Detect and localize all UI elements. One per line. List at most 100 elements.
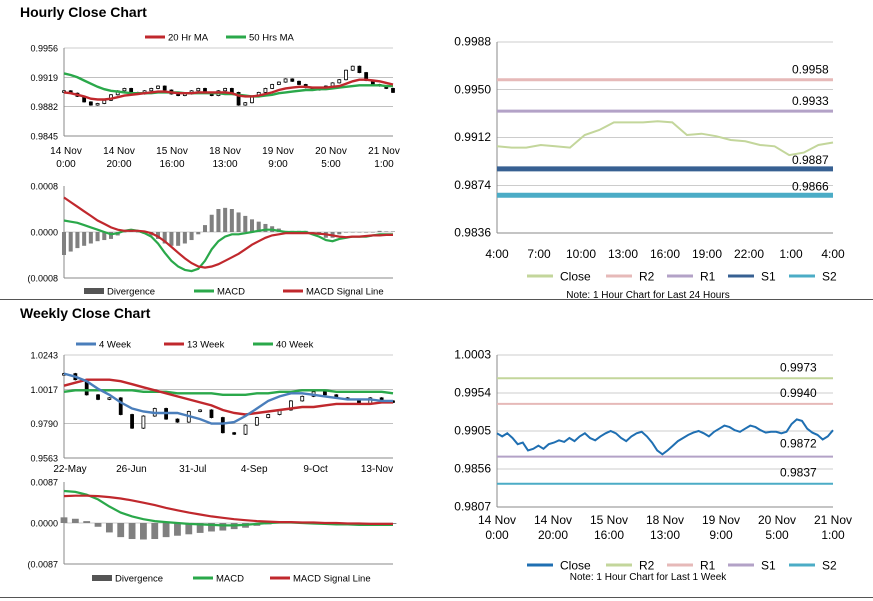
weekly-macd-divergence-bar (196, 523, 204, 533)
weekly-price-candle-body (288, 400, 293, 411)
hourly-price-candle-body (263, 88, 268, 93)
weekly-levels-legend-label: S2 (822, 559, 837, 573)
hourly-macd-divergence-bar (202, 225, 208, 232)
weekly-macd-y-tick-label: 0.0087 (30, 478, 58, 488)
hourly-macd-divergence-bar (377, 230, 382, 232)
hourly-levels-y-tick-label: 0.9874 (454, 178, 491, 192)
weekly-macd-signal-line (63, 494, 393, 526)
weekly-40wk-legend-label: 40 Week (276, 340, 314, 351)
hourly-20hr-ma-line (63, 78, 394, 101)
hourly-macd-divergence-bar (364, 232, 369, 233)
weekly-macd-divergence-bar (151, 523, 159, 540)
hourly-levels-r2-level-label: 0.9958 (792, 63, 829, 77)
hourly-levels-x-tick-label: 10:00 (566, 247, 596, 261)
hourly-macd-divergence-bar (370, 232, 375, 233)
hourly-macd-divergence-bar (68, 232, 73, 252)
hourly-macd-divergence-bar (263, 223, 268, 232)
weekly-levels-x-tick-label: 1:00 (821, 528, 845, 542)
hourly-price-candle-body (283, 78, 288, 83)
hourly-price-x-tick-label: 20 Nov (315, 146, 347, 157)
weekly-macd-line (63, 489, 393, 527)
hourly-price-candle-body (236, 91, 241, 106)
hourly-macd-divergence-bar (390, 231, 396, 232)
weekly-levels-x-tick-label: 21 Nov (814, 513, 852, 527)
weekly-levels-x-tick-label: 19 Nov (702, 513, 740, 527)
hourly-macd-divergence-bar (337, 232, 342, 235)
hourly-macd-divergence-bar (343, 232, 349, 233)
hourly-macd-divergence-bar (236, 212, 241, 232)
weekly-levels-y-tick-label: 0.9807 (454, 500, 491, 514)
weekly-levels-legend-label: R2 (639, 559, 655, 573)
weekly-price-candle-body (118, 397, 123, 415)
hourly-price-candle-body (270, 84, 275, 89)
hourly-macd-divergence-bar (88, 232, 93, 244)
hourly-macd-divergence-bar (122, 232, 127, 233)
hourly-levels-legend-label: Close (560, 270, 591, 284)
weekly-levels-x-tick-label: 20 Nov (758, 513, 796, 527)
weekly-levels-x-tick-label: 16:00 (594, 528, 624, 542)
weekly-macd-divergence-bar (185, 523, 193, 535)
weekly-price-x-tick-label: 4-Sep (241, 464, 268, 475)
hourly-levels-x-tick-label: 22:00 (734, 247, 764, 261)
weekly-divergence-legend-label: Divergence (115, 574, 163, 585)
weekly-levels-r2-level-label: 0.9973 (780, 360, 817, 374)
weekly-price-candle-body (198, 409, 203, 412)
hourly-levels-close-line (496, 120, 834, 157)
weekly-13wk-legend-label: 13 Week (187, 340, 225, 351)
hourly-price-candle-body (149, 88, 154, 92)
hourly-levels-r1-level-label: 0.9933 (792, 94, 829, 108)
weekly-macd-divergence-bar (83, 521, 91, 523)
weekly-macd-divergence-bar (208, 523, 215, 532)
hourly-price-y-tick-label: 0.9845 (30, 132, 58, 142)
hourly-price-y-tick-label: 0.9919 (30, 73, 58, 83)
weekly-price-candle-body (323, 391, 327, 396)
hourly-macd-line (63, 219, 393, 273)
weekly-levels-s2-level-label: 0.9837 (780, 466, 817, 480)
hourly-levels-s2-level-label: 0.9866 (792, 179, 829, 193)
weekly-price-candle-body (232, 432, 237, 435)
hourly-price-candle-body (344, 69, 348, 81)
hourly-macd-y-tick-label: (0.0008 (27, 274, 58, 284)
hourly-macd-divergence-bar (384, 231, 389, 232)
weekly-macd-divergence-bar (60, 517, 68, 523)
weekly-levels-legend-label: R1 (700, 559, 716, 573)
weekly-levels-x-tick-label: 14 Nov (534, 513, 572, 527)
hourly-price-y-tick-label: 0.9882 (30, 102, 58, 112)
hourly-price-x-tick-label: 5:00 (321, 159, 341, 170)
hourly-price-x-tick-label: 14 Nov (103, 146, 135, 157)
weekly-price-candle-body (254, 417, 259, 426)
hourly-macd-divergence-bar (243, 215, 248, 232)
hourly-levels-note: Note: 1 Hour Chart for Last 24 Hours (566, 290, 729, 301)
hourly-macd-divergence-bar (82, 232, 87, 246)
weekly-macd-divergence-bar (174, 523, 181, 536)
hourly-price-x-tick-label: 20:00 (106, 159, 131, 170)
hourly-levels-x-tick-label: 19:00 (692, 247, 722, 261)
weekly-price-y-tick-label: 0.9563 (30, 454, 58, 464)
hourly-price-candle-body (276, 81, 281, 85)
hourly-macd-divergence-bar (108, 232, 114, 239)
hourly-macd-signal-legend-label: MACD Signal Line (306, 287, 384, 298)
hourly-price-y-tick-label: 0.9956 (30, 44, 58, 54)
hourly-macd-divergence-bar (176, 232, 181, 246)
hourly-price-candle-body (337, 79, 342, 84)
weekly-price-y-tick-label: 1.0243 (30, 351, 58, 361)
hourly-divergence-legend-label: Divergence (107, 287, 155, 298)
weekly-macd-divergence-bar (71, 518, 79, 523)
weekly-macd-divergence-bar (105, 523, 113, 533)
weekly-price-candle-body (266, 414, 271, 418)
hourly-macd-divergence-bar (135, 232, 140, 233)
hourly-macd-divergence-bar (223, 207, 228, 232)
hourly-macd-divergence-bar (256, 221, 261, 232)
weekly-levels-x-tick-label: 14 Nov (478, 513, 516, 527)
weekly-macd-signal-legend-label: MACD Signal Line (293, 574, 371, 585)
hourly-macd-divergence-bar (209, 214, 214, 232)
weekly-price-y-tick-label: 1.0017 (30, 385, 58, 395)
hourly-price-candle-body (88, 101, 93, 106)
section-divider (0, 299, 873, 300)
hourly-levels-legend-label: S2 (822, 270, 837, 284)
weekly-price-candle-body (107, 397, 112, 400)
hourly-price-candle-body (129, 88, 134, 93)
weekly-levels-x-tick-label: 9:00 (709, 528, 733, 542)
hourly-price-candle-body (350, 65, 355, 71)
